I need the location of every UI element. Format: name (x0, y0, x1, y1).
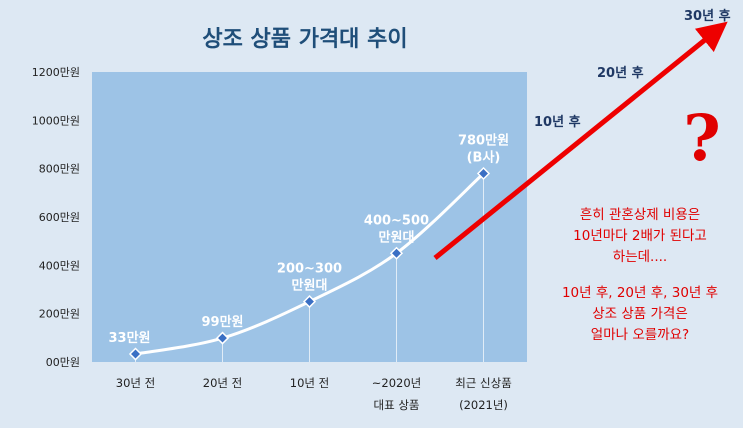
growth-arrow (433, 21, 728, 260)
data-label: 780만원 (458, 133, 509, 149)
data-label: 200~300 (277, 262, 342, 277)
note-text-1: 흔히 관혼상제 비용은 10년마다 2배가 된다고하는데.... (573, 207, 707, 265)
note-line: 얼마나 오를까요? (591, 327, 689, 343)
note-line: 하는데.... (613, 249, 667, 265)
x-tick-label: 10년 전 (290, 376, 329, 390)
data-label: 99만원 (201, 314, 243, 330)
y-tick-label: 00만원 (46, 356, 80, 369)
data-point (128, 347, 143, 361)
y-axis: 00만원 200만원 400만원 600만원 800만원 1000만원 1200만원 (32, 66, 80, 369)
y-tick-label: 400만원 (39, 259, 80, 272)
x-tick-label: 대표 상품 (374, 398, 420, 412)
data-label: 33만원 (108, 330, 150, 346)
note-line: 흔히 관혼상제 비용은 (580, 207, 700, 223)
data-label: 400~500 (364, 213, 429, 228)
data-markers (128, 166, 491, 361)
data-label: (B사) (467, 150, 501, 166)
note-line: 10년 후, 20년 후, 30년 후 (562, 285, 718, 301)
note-line: 상조 상품 가격은 (592, 306, 688, 322)
y-tick-label: 600만원 (39, 211, 80, 224)
x-tick-label: 30년 전 (116, 376, 155, 390)
data-label: 만원대 (292, 278, 328, 294)
data-label: 만원대 (379, 229, 415, 245)
chart-title: 상조 상품 가격대 추이 (202, 27, 407, 52)
arrow-label-30y: 30년 후 (684, 8, 731, 24)
data-point (302, 295, 317, 309)
data-point (215, 331, 230, 345)
y-tick-label: 1000만원 (32, 114, 80, 127)
drop-lines (135, 173, 484, 362)
y-tick-label: 1200만원 (32, 66, 80, 79)
y-tick-label: 800만원 (39, 163, 80, 176)
x-tick-label: 20년 전 (203, 376, 242, 390)
arrow-label-10y: 10년 후 (534, 114, 581, 130)
x-tick-label: 최근 신상품 (455, 376, 512, 390)
arrow-label-20y: 20년 후 (597, 65, 644, 81)
note-line: 10년마다 2배가 된다고 (573, 228, 707, 244)
y-tick-label: 200만원 (39, 308, 80, 321)
data-point (389, 246, 404, 260)
data-point (476, 166, 491, 181)
x-tick-label: ~2020년 (372, 376, 421, 390)
x-tick-label: (2021년) (459, 398, 508, 412)
question-mark: ? (683, 101, 721, 176)
